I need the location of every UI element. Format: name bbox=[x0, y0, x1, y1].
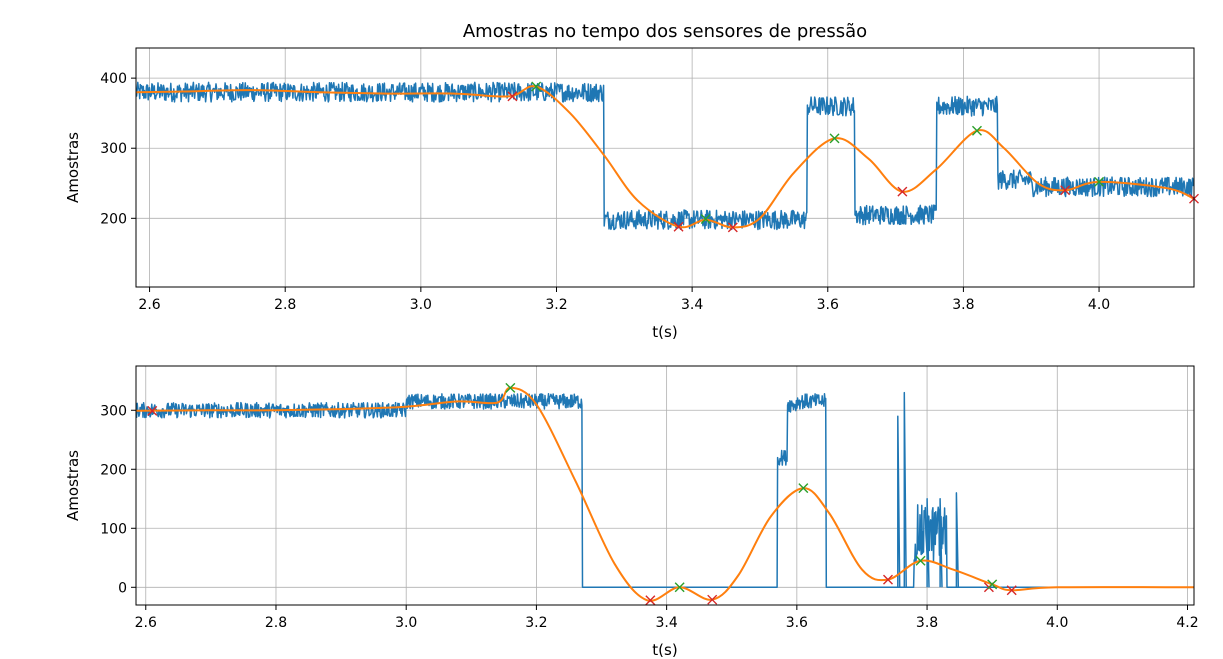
x-tick-label: 3.6 bbox=[786, 615, 808, 631]
maximum-marker bbox=[700, 214, 711, 225]
x-tick-label: 4.0 bbox=[1088, 297, 1110, 313]
y-tick-label: 300 bbox=[100, 403, 127, 419]
grid bbox=[136, 366, 1194, 605]
x-tick-label: 3.8 bbox=[916, 615, 938, 631]
maximum-marker bbox=[531, 81, 542, 92]
minimum-marker bbox=[673, 221, 684, 232]
maximum-marker bbox=[798, 483, 809, 494]
x-tick-label: 2.8 bbox=[265, 615, 287, 631]
plot-area bbox=[136, 81, 1194, 231]
chart-title: Amostras no tempo dos sensores de pressã… bbox=[463, 21, 867, 42]
minimum-marker bbox=[1060, 185, 1071, 196]
x-tick-label: 4.0 bbox=[1046, 615, 1068, 631]
maximum-marker bbox=[915, 555, 926, 566]
minimum-marker bbox=[707, 594, 718, 605]
maximum-marker bbox=[674, 582, 685, 593]
grid bbox=[136, 48, 1194, 287]
x-tick-label: 3.8 bbox=[952, 297, 974, 313]
bottom-plot: 2.6 2.8 3.0 3.2 3.4 3.6 3.8 4.0 4.2 0 100 200 300 t(s… bbox=[64, 365, 1199, 659]
top-plot: 2.6 2.8 3.0 3.2 3.4 3.6 3.8 4.0 200 300 400 t(s) Amo… bbox=[64, 47, 1199, 341]
axes-frame bbox=[135, 47, 1195, 288]
minimum-marker bbox=[727, 222, 738, 233]
x-tick-label: 3.4 bbox=[655, 615, 677, 631]
minimum-marker bbox=[882, 574, 893, 585]
minimum-marker bbox=[147, 405, 158, 416]
y-axis-label: Amostras bbox=[64, 450, 82, 521]
x-tick-label: 3.2 bbox=[525, 615, 547, 631]
maximum-marker bbox=[505, 382, 516, 393]
raw-signal-series bbox=[136, 81, 1194, 231]
smoothed-series bbox=[136, 85, 1194, 229]
x-tick-label: 2.6 bbox=[138, 297, 160, 313]
plot-area bbox=[136, 386, 1194, 602]
x-tick-label: 3.4 bbox=[681, 297, 703, 313]
x-tick-label: 2.8 bbox=[274, 297, 296, 313]
x-tick-label: 3.0 bbox=[410, 297, 432, 313]
y-tick-label: 0 bbox=[118, 580, 127, 596]
smoothed-series bbox=[136, 386, 1194, 602]
raw-signal-series bbox=[136, 391, 1194, 589]
maximum-marker bbox=[829, 133, 840, 144]
minimum-marker bbox=[507, 91, 518, 102]
axes-frame bbox=[135, 365, 1195, 606]
y-tick-label: 300 bbox=[100, 141, 127, 157]
y-tick-label: 100 bbox=[100, 521, 127, 537]
x-tick-label: 3.6 bbox=[817, 297, 839, 313]
x-tick-label: 3.2 bbox=[545, 297, 567, 313]
minimum-marker bbox=[645, 595, 656, 606]
minimum-marker bbox=[1006, 585, 1017, 596]
x-tick-label: 4.2 bbox=[1176, 615, 1198, 631]
y-axis-label: Amostras bbox=[64, 132, 82, 203]
maximum-marker bbox=[1094, 176, 1105, 187]
maximum-marker bbox=[971, 125, 982, 136]
y-tick-label: 400 bbox=[100, 71, 127, 87]
y-tick-label: 200 bbox=[100, 462, 127, 478]
x-axis-label: t(s) bbox=[652, 323, 677, 341]
maximum-marker bbox=[987, 579, 998, 590]
minimum-marker bbox=[897, 186, 908, 197]
x-axis-label: t(s) bbox=[652, 641, 677, 659]
x-tick-label: 3.0 bbox=[395, 615, 417, 631]
x-tick-label: 2.6 bbox=[135, 615, 157, 631]
y-tick-label: 200 bbox=[100, 211, 127, 227]
